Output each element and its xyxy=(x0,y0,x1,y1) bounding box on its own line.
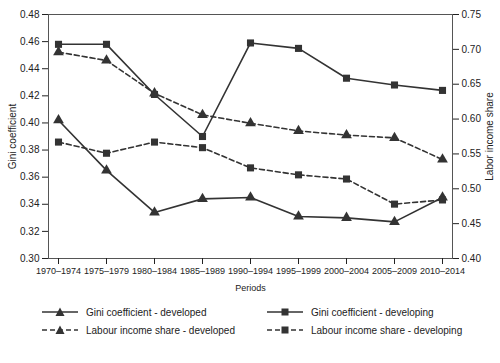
svg-text:0.32: 0.32 xyxy=(20,226,40,237)
svg-text:0.46: 0.46 xyxy=(20,36,40,47)
html-text:Labour income share - developi: Labour income share - developing xyxy=(311,324,463,336)
svg-text:1990–1994: 1990–1994 xyxy=(228,266,273,276)
svg-text:0.45: 0.45 xyxy=(462,218,482,229)
svg-text:1970–1974: 1970–1974 xyxy=(36,266,81,276)
svg-text:1995–1999: 1995–1999 xyxy=(276,266,321,276)
svg-text:Labor income share: Labor income share xyxy=(484,92,495,181)
html-text:Gini coefficient - developed: Gini coefficient - developed xyxy=(86,306,207,318)
html-text:Gini coefficient - developing: Gini coefficient - developing xyxy=(311,306,434,318)
svg-text:Periods: Periods xyxy=(235,283,266,293)
svg-text:0.36: 0.36 xyxy=(20,171,40,182)
svg-text:0.60: 0.60 xyxy=(462,113,482,124)
svg-text:0.40: 0.40 xyxy=(20,117,40,128)
svg-text:0.65: 0.65 xyxy=(462,78,482,89)
svg-text:0.48: 0.48 xyxy=(20,9,40,20)
svg-text:2000–2004: 2000–2004 xyxy=(324,266,369,276)
svg-text:0.42: 0.42 xyxy=(20,90,40,101)
svg-text:2005–2009: 2005–2009 xyxy=(372,266,417,276)
svg-text:0.55: 0.55 xyxy=(462,148,482,159)
svg-text:1985–1989: 1985–1989 xyxy=(180,266,225,276)
svg-text:1975–1979: 1975–1979 xyxy=(84,266,129,276)
svg-text:0.30: 0.30 xyxy=(20,253,40,264)
svg-text:Gini coefficient: Gini coefficient xyxy=(7,104,18,170)
svg-text:0.70: 0.70 xyxy=(462,44,482,55)
svg-text:0.50: 0.50 xyxy=(462,183,482,194)
svg-text:0.34: 0.34 xyxy=(20,198,40,209)
html-text:Labour income share - develope: Labour income share - developed xyxy=(86,324,235,336)
svg-text:0.38: 0.38 xyxy=(20,144,40,155)
svg-text:1980–1984: 1980–1984 xyxy=(132,266,177,276)
svg-text:0.40: 0.40 xyxy=(462,253,482,264)
svg-text:0.44: 0.44 xyxy=(20,63,40,74)
svg-text:0.75: 0.75 xyxy=(462,9,482,20)
svg-text:2010–2014: 2010–2014 xyxy=(420,266,465,276)
